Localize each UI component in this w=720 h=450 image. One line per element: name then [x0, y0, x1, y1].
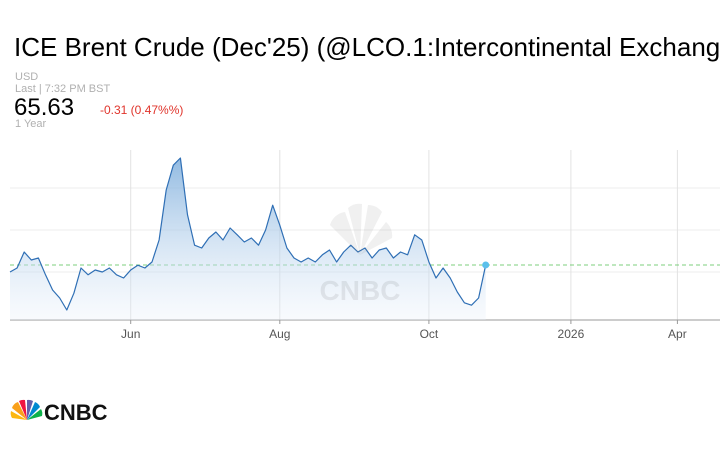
- x-tick-label: Apr: [668, 327, 687, 341]
- last-price: 65.63: [14, 94, 74, 121]
- last-point: [482, 261, 490, 269]
- change: -0.31 (0.47%%): [100, 103, 183, 117]
- title: ICE Brent Crude (Dec'25) (@LCO.1:Interco…: [14, 32, 720, 62]
- watermark-icon: [330, 203, 393, 255]
- plot: Jun Aug Oct 2026 Apr: [9, 150, 720, 341]
- x-tick-label: Aug: [269, 327, 290, 341]
- x-tick-label: 2026: [558, 327, 585, 341]
- x-tick-label: Oct: [420, 327, 439, 341]
- logo-icon: [10, 399, 43, 420]
- last-time: Last | 7:32 PM BST: [15, 83, 110, 95]
- price-line: [9, 157, 487, 311]
- currency: USD: [15, 71, 38, 83]
- range: 1 Year: [15, 118, 47, 130]
- area-fill: [10, 158, 486, 320]
- x-tick-label: Jun: [121, 327, 140, 341]
- logo: CNBC: [44, 400, 108, 425]
- watermark: CNBC: [320, 275, 401, 306]
